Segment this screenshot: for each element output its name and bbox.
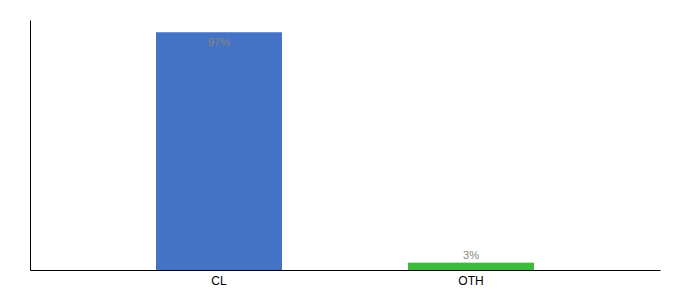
bar — [156, 32, 282, 270]
x-axis: CL OTH — [31, 271, 661, 288]
plot: CL OTH 97% 3% — [31, 21, 661, 288]
y-axis-line — [30, 21, 31, 271]
x-tick-label: CL — [211, 274, 227, 288]
x-axis-line — [31, 270, 661, 271]
y-axis — [30, 21, 31, 271]
data-label: 97% — [208, 36, 230, 48]
data-labels: 97% 3% — [208, 36, 479, 261]
bars — [156, 32, 534, 270]
x-tick: OTH — [458, 274, 483, 288]
bar — [408, 263, 534, 270]
data-label: 3% — [463, 249, 479, 261]
x-tick: CL — [211, 274, 227, 288]
x-tick-label: OTH — [458, 274, 483, 288]
chart: CL OTH 97% 3% — [0, 0, 680, 300]
